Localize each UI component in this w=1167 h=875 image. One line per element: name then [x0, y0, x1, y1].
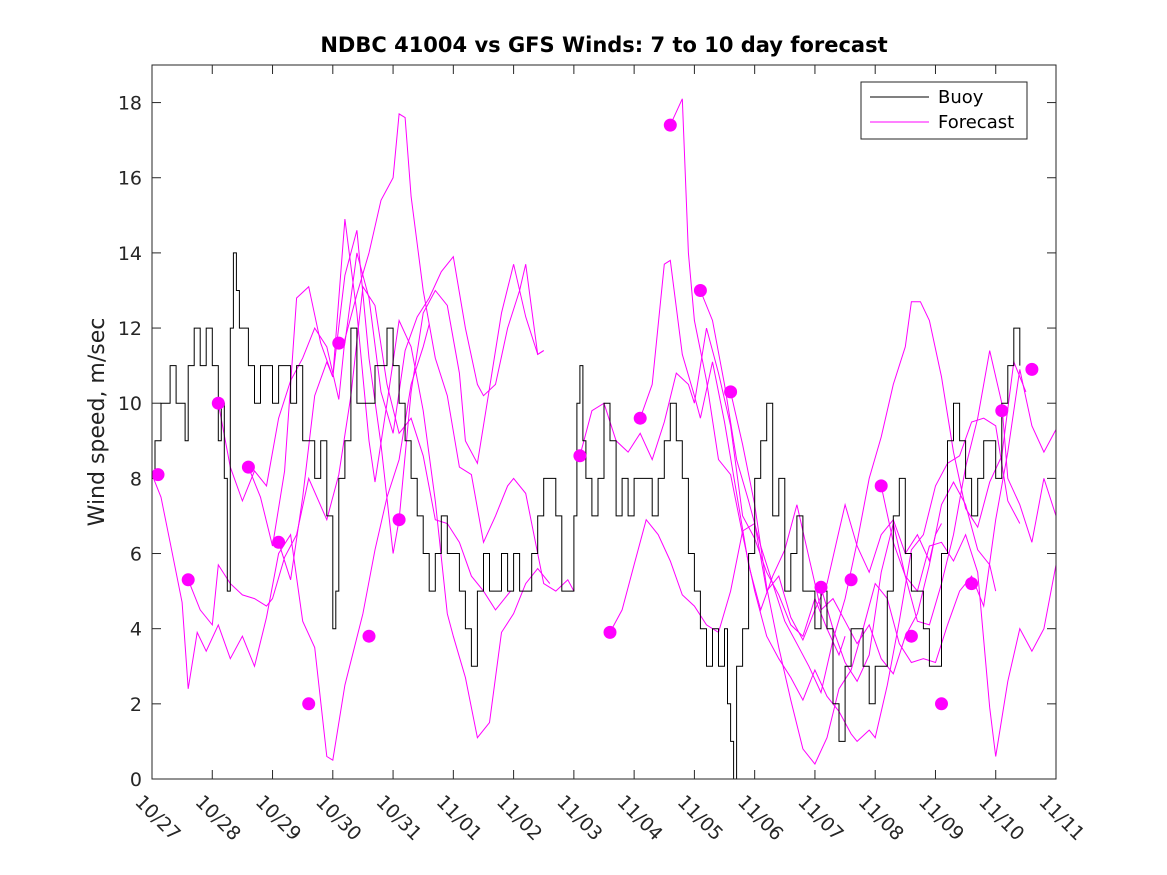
forecast-marker-12: [663, 118, 677, 132]
markers-layer: [151, 118, 1039, 711]
forecast-marker-1: [181, 573, 195, 587]
forecast-marker-2: [211, 396, 225, 410]
y-axis-label: Wind speed, m/sec: [85, 318, 110, 527]
forecast-marker-22: [1025, 362, 1039, 376]
y-tick-label: 2: [130, 694, 142, 716]
forecast-line-1: [187, 285, 511, 627]
y-tick-label: 12: [118, 318, 142, 340]
legend: Buoy Forecast: [860, 81, 1028, 140]
plot-frame: [151, 64, 1057, 780]
forecast-line-10: [699, 290, 1027, 695]
forecast-marker-21: [995, 404, 1009, 418]
forecast-marker-9: [573, 449, 587, 463]
y-tick-label: 18: [118, 93, 142, 115]
forecast-line-8: [639, 259, 997, 675]
forecast-marker-11: [633, 411, 647, 425]
forecast-marker-0: [151, 468, 165, 482]
legend-label-buoy: Buoy: [938, 87, 984, 108]
forecast-line-5: [344, 252, 544, 434]
forecast-marker-8: [392, 513, 406, 527]
forecast-marker-7: [362, 629, 376, 643]
y-tick-label: 8: [130, 468, 142, 490]
forecast-line-3: [247, 219, 551, 739]
forecast-marker-5: [302, 697, 316, 711]
forecast-marker-3: [241, 460, 255, 474]
y-tick-label: 4: [130, 619, 142, 641]
y-tick-label: 0: [130, 769, 142, 791]
chart-title: NDBC 41004 vs GFS Winds: 7 to 10 day for…: [320, 33, 887, 57]
buoy-line: [152, 252, 1021, 780]
forecast-line-13: [880, 350, 1057, 626]
forecast-marker-17: [874, 479, 888, 493]
y-tick-label: 6: [130, 544, 142, 566]
forecast-marker-18: [904, 629, 918, 643]
forecast-marker-6: [332, 336, 346, 350]
forecast-line-4: [278, 230, 544, 580]
forecast-line-11: [730, 369, 1057, 765]
forecast-marker-19: [935, 697, 948, 711]
forecast-line-2: [217, 113, 575, 592]
y-tick-label: 10: [118, 393, 142, 415]
forecast-marker-10: [603, 625, 617, 639]
forecast-marker-16: [844, 573, 858, 587]
forecast-line-6: [579, 327, 846, 657]
legend-label-forecast: Forecast: [938, 112, 1014, 133]
y-tick-label: 14: [118, 243, 142, 265]
forecast-marker-20: [965, 577, 979, 591]
forecast-marker-4: [272, 535, 286, 549]
forecast-marker-13: [693, 284, 707, 297]
forecast-marker-14: [724, 385, 738, 399]
forecast-line-7: [609, 502, 942, 642]
legend-box: [860, 81, 1028, 140]
forecast-marker-15: [814, 580, 828, 594]
y-tick-label: 16: [118, 168, 142, 190]
forecast-line-12: [820, 523, 1057, 757]
